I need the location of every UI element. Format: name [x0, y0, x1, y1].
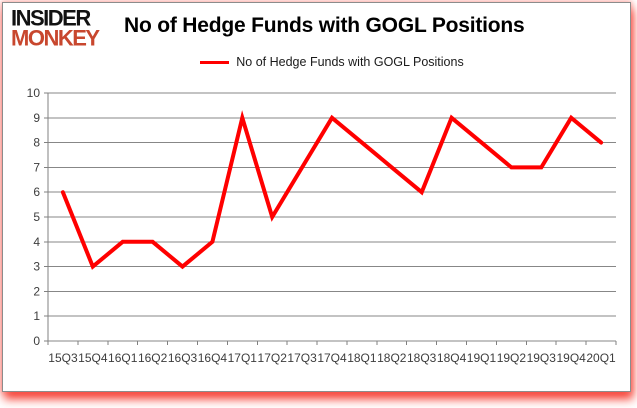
data-series-line	[60, 110, 604, 270]
x-tick-label: 17Q2	[258, 351, 288, 365]
y-tick-label: 0	[33, 334, 40, 348]
legend-label: No of Hedge Funds with GOGL Positions	[236, 55, 464, 69]
x-tick-label: 17Q4	[317, 351, 347, 365]
x-tick-label: 16Q2	[138, 351, 168, 365]
x-tick-label: 19Q3	[527, 351, 557, 365]
y-tick-label: 6	[33, 185, 40, 199]
y-tick-label: 10	[27, 86, 41, 100]
y-axis-labels: 0 1 2 3 4 5 6 7 8 9 10	[27, 86, 41, 348]
chart-frame: INSIDER MONKEY No of Hedge Funds with GO…	[2, 2, 631, 392]
legend-line-marker	[200, 60, 230, 64]
chart-title: No of Hedge Funds with GOGL Positions	[124, 14, 525, 37]
logo-text-insider: INSIDER	[11, 4, 91, 31]
y-tick-label: 9	[33, 111, 40, 125]
y-tick-label: 2	[33, 284, 40, 298]
x-tick-label: 20Q1	[586, 351, 616, 365]
x-axis-labels: 15Q3 15Q4 16Q1 16Q2 16Q3 16Q4 17Q1 17Q2 17Q3 17Q4…	[48, 351, 616, 365]
x-tick-label: 19Q4	[556, 351, 586, 365]
line-chart-plot: 0 1 2 3 4 5 6 7 8 9 10 15Q3 15Q4 16Q1 16Q2 16Q3 16Q4 17Q1…	[27, 86, 617, 365]
gridlines	[48, 92, 616, 342]
x-tick-label: 18Q4	[437, 351, 467, 365]
insider-monkey-logo: INSIDER MONKEY	[11, 4, 100, 52]
x-tick-label: 18Q3	[407, 351, 437, 365]
x-tick-label: 19Q1	[467, 351, 497, 365]
x-tick-label: 19Q2	[497, 351, 527, 365]
logo-text-monkey: MONKEY	[11, 25, 100, 52]
y-tick-label: 8	[33, 136, 40, 150]
legend: No of Hedge Funds with GOGL Positions	[48, 55, 616, 69]
axis-ticks	[44, 92, 617, 345]
x-tick-label: 15Q4	[78, 351, 108, 365]
x-tick-label: 16Q3	[168, 351, 198, 365]
y-tick-label: 7	[33, 160, 40, 174]
x-tick-label: 17Q1	[228, 351, 258, 365]
x-tick-label: 16Q1	[108, 351, 138, 365]
y-tick-label: 3	[33, 260, 40, 274]
x-tick-label: 16Q4	[198, 351, 228, 365]
x-tick-label: 18Q1	[347, 351, 377, 365]
x-tick-label: 17Q3	[287, 351, 317, 365]
y-tick-label: 4	[33, 235, 40, 249]
y-tick-label: 5	[33, 210, 40, 224]
x-tick-label: 18Q2	[377, 351, 407, 365]
x-tick-label: 15Q3	[48, 351, 78, 365]
y-tick-label: 1	[33, 309, 40, 323]
